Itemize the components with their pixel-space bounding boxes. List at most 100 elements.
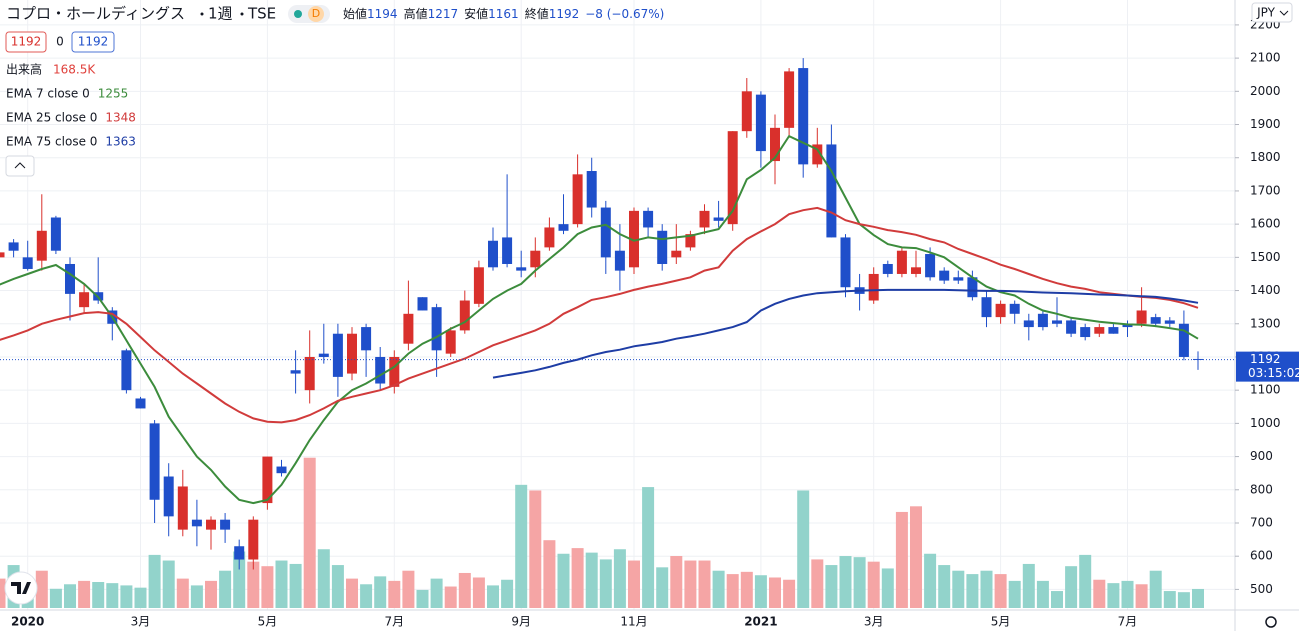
volume-bar [571, 548, 584, 608]
volume-bar [1065, 566, 1078, 608]
ema-line [492, 288, 1199, 379]
stat-label: 終値 [525, 6, 549, 21]
candle-body [685, 234, 696, 248]
volume-bar [642, 487, 655, 608]
sell-box[interactable] [5, 31, 47, 53]
candle-body [657, 230, 668, 264]
volume-bar [303, 457, 316, 608]
spread: 0 [56, 35, 64, 49]
candle-body [572, 174, 583, 225]
candle-body [121, 350, 132, 391]
legend-name: EMA 7 close 0 [6, 87, 90, 101]
y-tick-label: 1000 [1250, 416, 1281, 430]
candle-body [1150, 317, 1161, 324]
candle-body [361, 327, 372, 351]
candle-body [389, 356, 400, 387]
volume-bar [487, 585, 499, 608]
x-tick-label: 7月 [1118, 615, 1138, 629]
candle-body [347, 333, 357, 374]
stat-value: 1161 [488, 7, 519, 21]
volume-bar [289, 563, 302, 608]
candle-body [727, 131, 738, 225]
y-tick-label: 900 [1250, 449, 1273, 463]
candle-body [234, 546, 245, 560]
candle-body [629, 210, 639, 268]
legend-name: 出来高 [6, 62, 42, 77]
volume-bar [966, 574, 979, 608]
candle-layer [0, 58, 1203, 570]
candle-body [177, 486, 188, 530]
volume-bar [543, 540, 556, 608]
candle-body [206, 519, 216, 530]
volume-bar [839, 556, 852, 608]
volume-bar [444, 586, 457, 608]
candle-body [755, 94, 766, 152]
candle-body [939, 270, 950, 281]
volume-bar [402, 570, 415, 608]
volume-bar [769, 577, 781, 608]
candle-body [826, 144, 837, 238]
volume-bar [261, 566, 274, 608]
volume-bar [867, 561, 880, 608]
volume-bar [120, 585, 133, 608]
candle-body [1066, 320, 1077, 334]
volume-bar [1121, 580, 1134, 608]
legend-value: 1363 [105, 135, 136, 149]
candle-body [586, 171, 597, 208]
y-tick-label: 1700 [1250, 183, 1281, 197]
volume-bar [388, 580, 401, 608]
volume-bar [64, 584, 76, 608]
volume-bar [1135, 584, 1148, 608]
volume-bar [628, 560, 640, 608]
y-tick-label: 700 [1250, 515, 1273, 529]
volume-layer [0, 457, 1204, 608]
candle-body [530, 250, 541, 268]
x-tick-label: 5月 [258, 615, 278, 629]
volume-bar [1107, 583, 1120, 608]
candle-body [431, 307, 442, 351]
candle-body [925, 254, 936, 278]
candle-body [1108, 327, 1119, 334]
candle-body [191, 519, 202, 527]
volume-bar [106, 583, 119, 608]
candle-body [135, 398, 146, 409]
y-tick-label: 1400 [1250, 283, 1281, 297]
x-tick-label: 3月 [131, 615, 151, 629]
x-tick-label: 2021 [744, 615, 777, 629]
stat-value: 1217 [428, 7, 459, 21]
candle-body [699, 210, 710, 228]
volume-bar [783, 579, 796, 608]
candle-body [290, 370, 301, 374]
candle-body [614, 250, 625, 271]
currency-caret [1279, 10, 1289, 16]
volume-bar [698, 560, 711, 608]
y-tick-label: 600 [1250, 549, 1273, 563]
candle-body [163, 476, 174, 517]
collapse-button[interactable] [5, 155, 35, 177]
buy-box[interactable] [71, 31, 115, 53]
volume-bar [825, 565, 838, 608]
interval: 1週 [208, 5, 233, 23]
y-tick-label: 500 [1250, 582, 1273, 596]
volume-bar [924, 553, 937, 608]
y-tick-label: 1800 [1250, 150, 1281, 164]
volume-bar [910, 506, 922, 608]
volume-bar [1051, 591, 1063, 608]
candle-body [375, 356, 386, 384]
volume-bar [881, 568, 894, 608]
volume-bar [35, 570, 48, 608]
y-tick-label: 1600 [1250, 217, 1281, 231]
candle-body [8, 242, 19, 251]
candle-body [220, 519, 231, 530]
candle-body [149, 423, 160, 500]
badge-circle [308, 6, 324, 22]
candle-body [643, 210, 654, 228]
volume-bar [1177, 592, 1190, 608]
candle-body [1037, 313, 1048, 328]
last-price: 1192 [1250, 352, 1281, 366]
settings-icon[interactable] [1265, 616, 1277, 628]
currency-button[interactable] [1251, 2, 1293, 23]
volume-bar [557, 553, 570, 608]
stat-label: 始値 [343, 6, 367, 21]
